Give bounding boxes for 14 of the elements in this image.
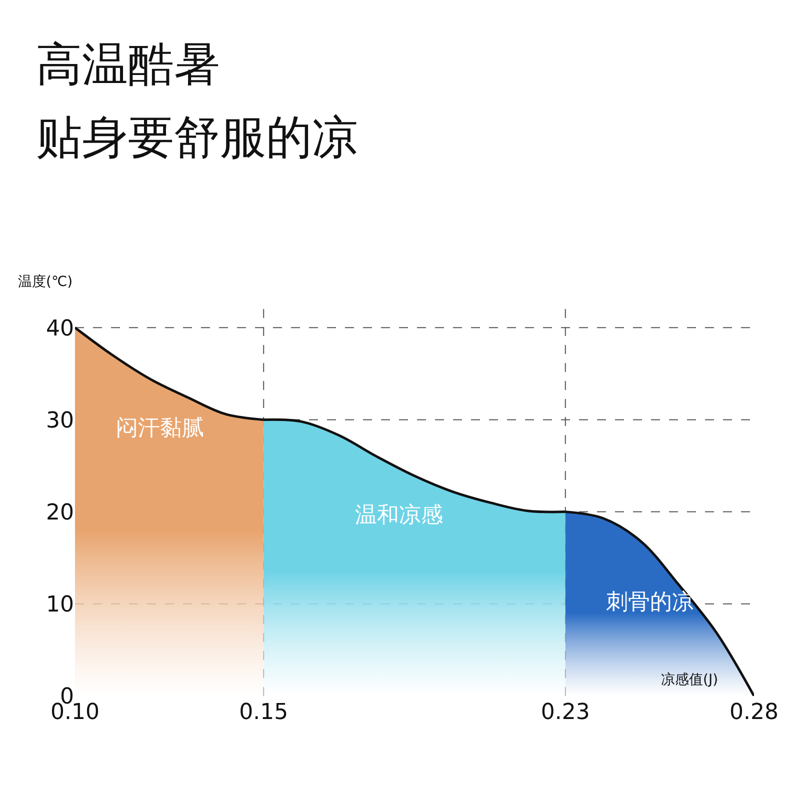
y-tick-label: 30: [46, 408, 74, 434]
series-label: 温和凉感: [355, 503, 443, 528]
chart-subtitle: 贴身要舒服的凉: [36, 110, 358, 164]
x-tick-label: 0.23: [540, 700, 590, 725]
y-axis-title: 温度(℃): [18, 274, 73, 290]
x-axis-title: 凉感值(J): [661, 672, 718, 688]
y-tick-label: 40: [46, 316, 74, 342]
series-label: 刺骨的凉: [606, 590, 694, 615]
series-label: 闷汗黏腻: [116, 416, 204, 441]
x-tick-label: 0.28: [730, 700, 778, 725]
y-tick-label: 20: [46, 500, 74, 526]
chart-title: 高温酷暑: [36, 37, 220, 91]
y-tick-label: 10: [46, 592, 74, 618]
x-tick-label: 0.15: [239, 700, 288, 725]
